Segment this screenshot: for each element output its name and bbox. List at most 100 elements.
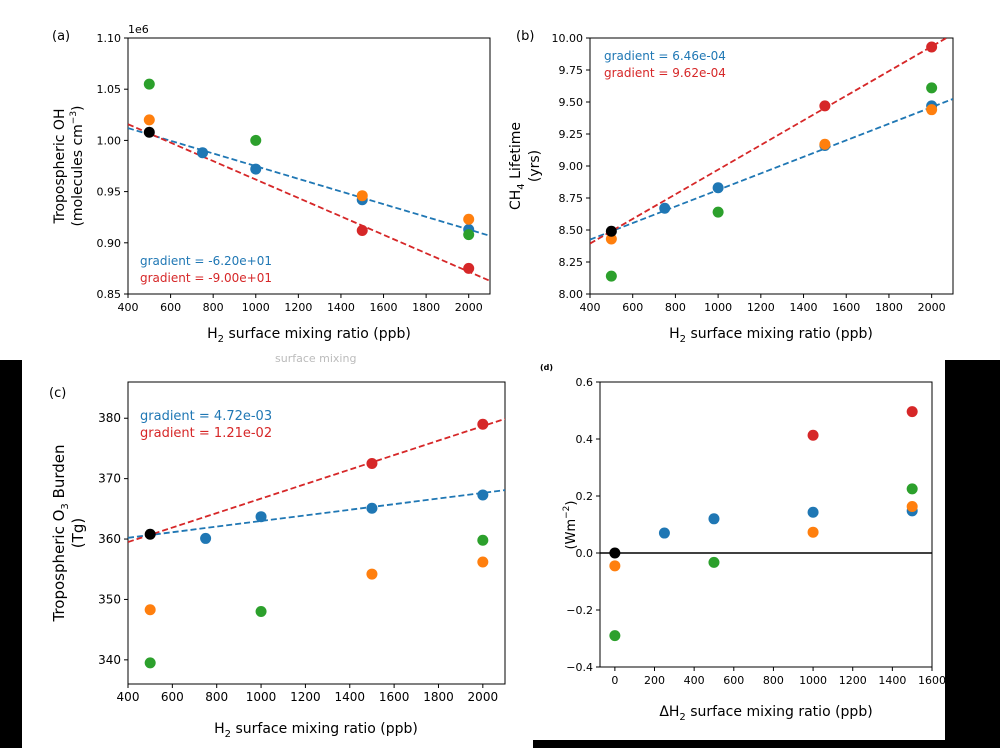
y-tick-label: −0.2	[566, 604, 593, 617]
point-green	[463, 229, 475, 241]
offset-text: 1e6	[128, 23, 149, 36]
point-blue	[200, 532, 212, 544]
point-red	[807, 429, 819, 441]
point-blue	[250, 163, 262, 175]
point-green	[477, 534, 489, 546]
point-red	[926, 41, 938, 53]
y-tick-label: 0.6	[576, 376, 594, 389]
x-tick-label: 1600	[832, 301, 860, 314]
y-tick-label: 8.75	[559, 192, 584, 205]
x-tick-label: 200	[644, 674, 665, 687]
point-black	[605, 225, 617, 237]
gradient-annotation-red: gradient = -9.00e+01	[140, 271, 272, 285]
panel-label: (c)	[49, 386, 66, 401]
x-axis-label: ΔH2 surface mixing ratio (ppb)	[659, 704, 872, 723]
y-tick-label: 340	[98, 653, 121, 667]
fit-line-red	[128, 417, 505, 543]
x-tick-label: 1000	[704, 301, 732, 314]
y-axis-label-line1: Tropospheric OH	[52, 109, 68, 225]
point-black	[143, 126, 155, 138]
point-blue	[255, 511, 267, 523]
point-red	[819, 100, 831, 112]
gradient-annotation-red: gradient = 1.21e-02	[140, 426, 272, 441]
y-tick-label: 9.00	[559, 160, 584, 173]
y-axis-label-line1: Tropospheric O3 Burden	[50, 444, 71, 622]
point-blue	[658, 527, 670, 539]
x-tick-label: 2000	[918, 301, 946, 314]
point-red	[463, 262, 475, 274]
gradient-annotation-blue: gradient = 6.46e-04	[604, 49, 726, 63]
x-tick-label: 1200	[284, 301, 312, 314]
x-tick-label: 1800	[423, 690, 454, 704]
y-tick-label: 1.00	[97, 134, 122, 147]
point-orange	[906, 501, 918, 513]
point-green	[605, 270, 617, 282]
x-tick-label: 800	[205, 690, 228, 704]
point-green	[144, 657, 156, 669]
x-tick-label: 1600	[370, 301, 398, 314]
point-green	[250, 134, 262, 146]
plot-frame-d	[599, 381, 933, 668]
plot-frame-a	[127, 37, 491, 295]
fit-line-blue	[128, 489, 505, 539]
y-tick-label: 8.50	[559, 224, 584, 237]
point-orange	[477, 556, 489, 568]
y-tick-label: 0.0	[576, 547, 594, 560]
x-tick-label: 1800	[875, 301, 903, 314]
x-tick-label: 1000	[799, 674, 827, 687]
point-red	[477, 418, 489, 430]
y-tick-label: 380	[98, 411, 121, 425]
point-blue	[366, 502, 378, 514]
point-green	[712, 206, 724, 218]
x-tick-label: 1800	[412, 301, 440, 314]
point-orange	[366, 568, 378, 580]
x-tick-label: 2000	[455, 301, 483, 314]
x-tick-label: 600	[161, 690, 184, 704]
y-axis-label-line1: CH4 Lifetime	[508, 122, 527, 210]
x-tick-label: 1200	[839, 674, 867, 687]
point-blue	[659, 202, 671, 214]
fit-line-red	[590, 38, 949, 245]
fit-line-blue	[590, 98, 953, 241]
y-axis-label: Tropospheric O3 Burden(Tg)	[50, 444, 87, 622]
point-blue	[712, 182, 724, 194]
point-orange	[807, 526, 819, 538]
point-red	[366, 458, 378, 470]
x-tick-label: 1600	[918, 674, 946, 687]
y-tick-label: 0.85	[97, 288, 122, 301]
y-tick-label: 360	[98, 532, 121, 546]
y-tick-label: 0.4	[576, 433, 594, 446]
y-axis-label: CH4 Lifetime (yrs)	[508, 122, 543, 210]
point-orange	[605, 233, 617, 245]
x-tick-label: 400	[117, 690, 140, 704]
plot-frame-c	[127, 381, 506, 685]
y-axis-label-line2: (Tg)	[69, 518, 87, 548]
x-axis-label: H2 surface mixing ratio (ppb)	[669, 326, 873, 345]
x-tick-label: 2000	[468, 690, 499, 704]
panel-label: (d)	[540, 363, 553, 372]
x-tick-label: 400	[580, 301, 601, 314]
gradient-annotation-red: gradient = 9.62e-04	[604, 66, 726, 80]
point-green	[609, 630, 621, 642]
point-black	[609, 547, 621, 559]
x-tick-label: 0	[611, 674, 618, 687]
panel-label: (b)	[516, 29, 534, 44]
panel-label: (a)	[52, 29, 70, 44]
y-tick-label: 9.75	[559, 64, 584, 77]
overlap-text: surface mixing	[275, 352, 356, 365]
y-tick-label: 9.25	[559, 128, 584, 141]
y-tick-label: −0.4	[566, 661, 593, 674]
x-tick-label: 1600	[379, 690, 410, 704]
panel-a: 400 600 800 1000 1200 1400 1600 1800 2000 0.85 0.9…	[52, 23, 491, 345]
point-orange	[143, 114, 155, 126]
point-green	[708, 556, 720, 568]
x-axis-label: H2 surface mixing ratio (ppb)	[214, 721, 418, 740]
point-orange	[463, 213, 475, 225]
point-red	[356, 225, 368, 237]
x-tick-label: 1400	[878, 674, 906, 687]
y-tick-label: 1.05	[97, 83, 122, 96]
point-blue	[807, 506, 819, 518]
y-axis-label-line2: (yrs)	[527, 150, 543, 182]
panel-d-background	[533, 360, 945, 740]
